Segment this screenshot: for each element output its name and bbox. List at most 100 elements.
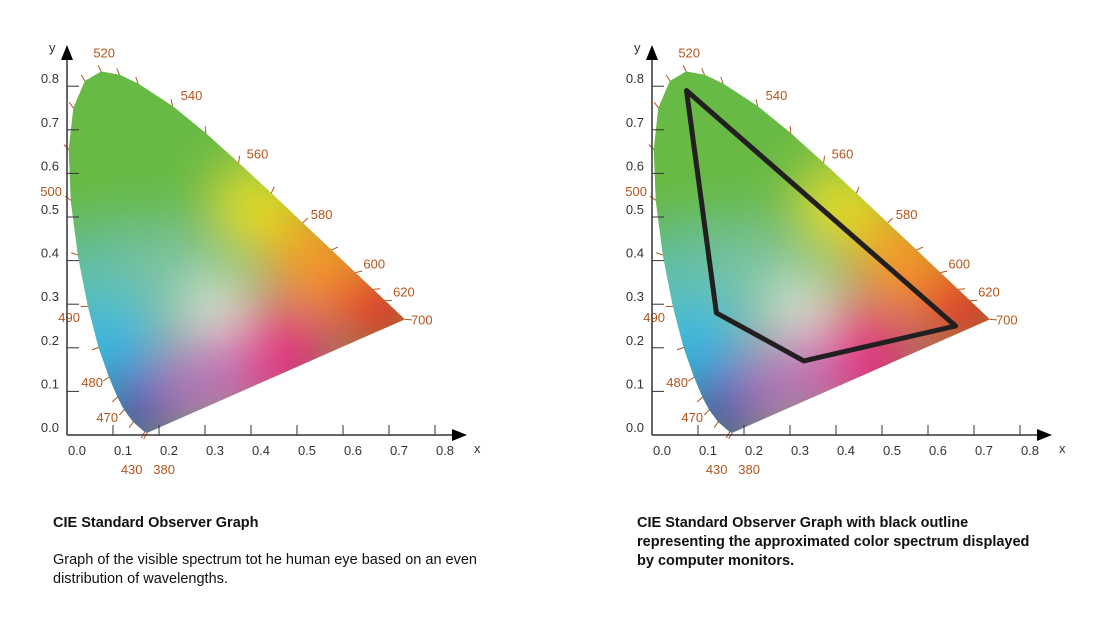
wavelength-label: 540 (181, 88, 203, 103)
wavelength-tick (270, 186, 275, 194)
y-tick-label: 0.8 (626, 71, 644, 86)
wavelength-tick (755, 99, 759, 107)
wavelength-tick (68, 101, 74, 109)
y-tick-label: 0.7 (626, 115, 644, 130)
wavelength-label: 470 (681, 410, 703, 425)
wavelength-tick (649, 195, 657, 201)
wavelength-label: 430 (706, 462, 728, 477)
wavelength-tick (170, 99, 174, 107)
wavelength-label: 490 (58, 310, 80, 325)
x-axis-arrow-icon (1037, 429, 1052, 441)
wavelength-tick (728, 432, 733, 440)
wavelength-tick (656, 252, 663, 256)
y-tick-label: 0.3 (41, 289, 59, 304)
y-tick-label: 0.4 (626, 246, 644, 261)
wavelength-tick (940, 270, 948, 274)
wavelength-label: 490 (643, 310, 665, 325)
wavelength-tick (128, 421, 134, 429)
wavelength-label: 520 (678, 45, 700, 60)
cie-chart-right: 380 430 470 480 490 500 520 540 560 580 600 620 700 0… (625, 40, 1066, 477)
wavelength-tick (713, 421, 719, 429)
x-tick-label: 0.8 (1021, 443, 1039, 458)
y-tick-label: 0.4 (41, 246, 59, 261)
wavelength-tick (958, 288, 966, 290)
x-tick-label: 0.7 (975, 443, 993, 458)
y-tick-label: 0.0 (41, 420, 59, 435)
wavelength-label: 600 (363, 257, 385, 272)
wavelength-tick (665, 74, 671, 82)
wavelength-tick (682, 64, 687, 72)
wavelength-label: 480 (666, 375, 688, 390)
x-tick-label: 0.2 (160, 443, 178, 458)
wavelength-tick (116, 68, 120, 75)
x-tick-label: 0.6 (929, 443, 947, 458)
wavelength-tick (143, 432, 148, 440)
caption-left-description: Graph of the visible spectrum tot he hum… (53, 552, 477, 587)
x-tick-label: 0.4 (252, 443, 270, 458)
wavelength-tick (373, 288, 381, 290)
y-tick-label: 0.5 (626, 202, 644, 217)
wavelength-tick (404, 318, 412, 321)
monitor-gamut-outline (684, 88, 959, 364)
wavelength-tick (355, 270, 363, 274)
wavelength-tick (823, 155, 826, 163)
y-tick-label: 0.0 (626, 420, 644, 435)
wavelength-tick (135, 76, 139, 84)
wavelength-label: 560 (247, 147, 269, 162)
x-tick-label: 0.8 (436, 443, 454, 458)
wavelength-label: 520 (93, 45, 115, 60)
wavelength-tick (687, 376, 695, 382)
wavelength-label: 620 (978, 285, 1000, 300)
wavelength-tick (696, 396, 703, 403)
x-axis-label: x (1059, 441, 1066, 456)
wavelength-label: 540 (766, 88, 788, 103)
wavelength-tick (91, 347, 99, 351)
wavelength-tick (887, 217, 894, 224)
wavelength-tick (701, 68, 705, 75)
x-tick-label: 0.0 (68, 443, 86, 458)
wavelength-tick (653, 101, 659, 109)
wavelength-label: 580 (311, 207, 333, 222)
wavelength-tick (302, 217, 309, 224)
x-tick-label: 0.1 (699, 443, 717, 458)
wavelength-label: 500 (625, 184, 647, 199)
y-tick-label: 0.3 (626, 289, 644, 304)
wavelength-tick (111, 396, 118, 403)
y-tick-label: 0.2 (41, 333, 59, 348)
chromaticity-region (653, 71, 990, 433)
wavelength-tick (102, 376, 110, 382)
wavelength-label: 560 (832, 147, 854, 162)
x-axis-arrow-icon (452, 429, 467, 441)
y-tick-label: 0.7 (41, 115, 59, 130)
wavelength-label: 600 (948, 257, 970, 272)
y-tick-label: 0.2 (626, 333, 644, 348)
x-tick-label: 0.7 (390, 443, 408, 458)
cie-chart-left: 380 430 470 480 490 500 520 540 560 580 600 620 700 0… (40, 40, 481, 477)
caption-left: CIE Standard Observer Graph Graph of the… (53, 514, 503, 589)
wavelength-tick (704, 409, 710, 416)
y-tick-label: 0.6 (41, 158, 59, 173)
chromaticity-region (68, 71, 405, 433)
y-tick-label: 0.8 (41, 71, 59, 86)
y-axis-arrow-icon (646, 45, 658, 60)
y-tick-label: 0.1 (626, 376, 644, 391)
wavelength-tick (119, 409, 125, 416)
caption-right-title: CIE Standard Observer Graph with black o… (637, 515, 1030, 569)
x-tick-label: 0.5 (298, 443, 316, 458)
wavelength-label: 430 (121, 462, 143, 477)
x-tick-label: 0.6 (344, 443, 362, 458)
wavelength-label: 470 (96, 410, 118, 425)
x-tick-label: 0.3 (206, 443, 224, 458)
wavelength-label: 620 (393, 285, 415, 300)
wavelength-tick (676, 347, 684, 351)
x-tick-label: 0.3 (791, 443, 809, 458)
x-tick-label: 0.0 (653, 443, 671, 458)
x-tick-label: 0.5 (883, 443, 901, 458)
x-tick-label: 0.2 (745, 443, 763, 458)
x-tick-label: 0.4 (837, 443, 855, 458)
wavelength-label: 380 (738, 462, 760, 477)
wavelength-label: 380 (153, 462, 175, 477)
y-axis-label: y (634, 40, 641, 55)
wavelength-tick (204, 126, 207, 134)
caption-left-title: CIE Standard Observer Graph (53, 515, 259, 531)
